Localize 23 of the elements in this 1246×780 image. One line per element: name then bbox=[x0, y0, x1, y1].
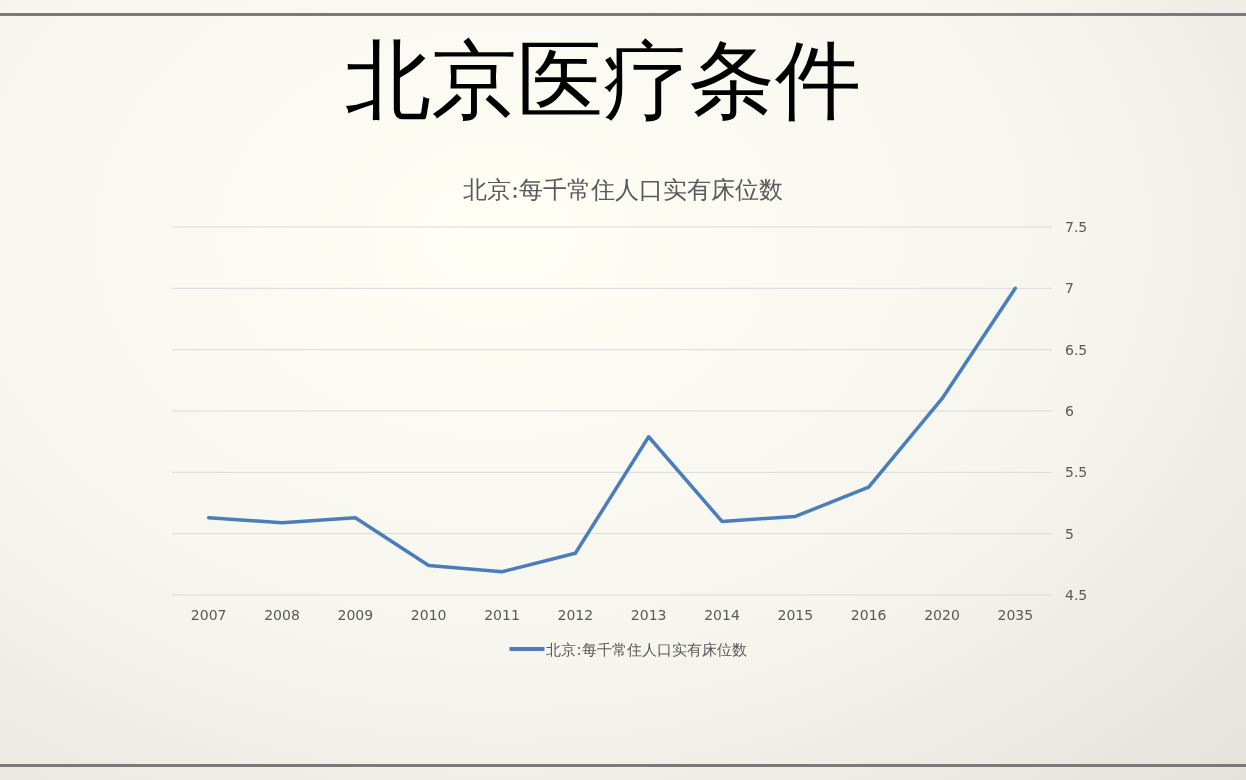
x-tick-label: 2015 bbox=[777, 607, 814, 623]
x-tick-label: 2035 bbox=[997, 607, 1034, 623]
x-tick-label: 2016 bbox=[850, 607, 887, 623]
chart-title: 北京医疗条件 bbox=[345, 30, 861, 130]
y-tick-label: 6 bbox=[1065, 403, 1074, 419]
y-tick-label: 7.5 bbox=[1065, 219, 1088, 235]
chart-subtitle: 北京:每千常住人口实有床位数 bbox=[462, 176, 784, 204]
x-tick-label: 2012 bbox=[557, 607, 594, 623]
x-tick-label: 2009 bbox=[337, 607, 374, 623]
y-tick-label: 5.5 bbox=[1065, 464, 1088, 481]
legend-label: 北京:每千常住人口实有床位数 bbox=[546, 641, 747, 659]
x-tick-label: 2010 bbox=[410, 607, 447, 623]
y-tick-label: 5 bbox=[1065, 525, 1074, 542]
x-tick-label: 2011 bbox=[484, 607, 520, 623]
x-tick-label: 2007 bbox=[190, 607, 227, 623]
x-tick-label: 2008 bbox=[264, 607, 300, 623]
y-tick-label: 7 bbox=[1065, 280, 1074, 297]
x-tick-label: 2014 bbox=[704, 607, 740, 623]
x-tick-label: 2013 bbox=[630, 607, 667, 623]
legend: 北京:每千常住人口实有床位数 bbox=[509, 641, 747, 659]
y-tick-label: 4.5 bbox=[1065, 587, 1088, 603]
x-tick-label: 2020 bbox=[924, 607, 960, 623]
y-tick-label: 6.5 bbox=[1065, 341, 1088, 358]
